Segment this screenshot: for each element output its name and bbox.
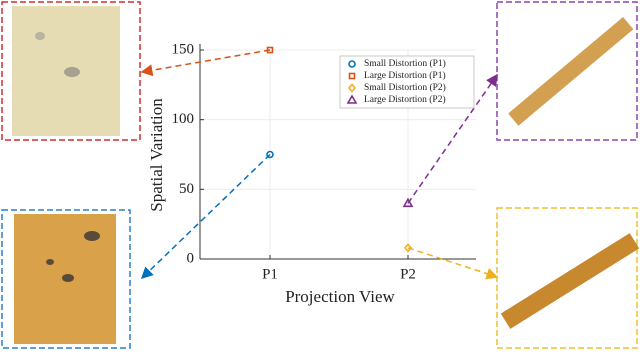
legend-marker [347,83,357,93]
legend-label: Large Distortion (P1) [364,70,446,81]
arrow [140,49,271,77]
legend-box [339,55,475,109]
legend-label: Small Distortion (P2) [364,82,446,93]
data-point [266,46,274,54]
legend-marker [346,94,358,104]
x-tick-label: P1 [262,266,278,282]
legend-label: Large Distortion (P2) [364,94,446,105]
legend-marker [348,60,356,68]
x-axis-label: Projection View [285,287,395,306]
y-tick-label: 50 [179,181,194,197]
y-axis-label: Spatial Variation [147,98,166,212]
legend-label: Small Distortion (P1) [364,58,446,69]
y-tick-label: 0 [187,250,195,266]
data-point [403,243,413,253]
data-point [266,150,274,159]
legend-marker [348,72,356,80]
arrow [407,73,498,204]
image-bottom-left [1,209,131,349]
image-top-right [496,1,638,141]
y-tick-label: 150 [172,41,195,57]
data-point [402,197,414,208]
x-tick-label: P2 [400,266,416,282]
arrow [407,247,499,280]
image-top-left [1,1,141,141]
image-bottom-right [496,207,640,349]
y-tick-label: 100 [172,111,195,127]
